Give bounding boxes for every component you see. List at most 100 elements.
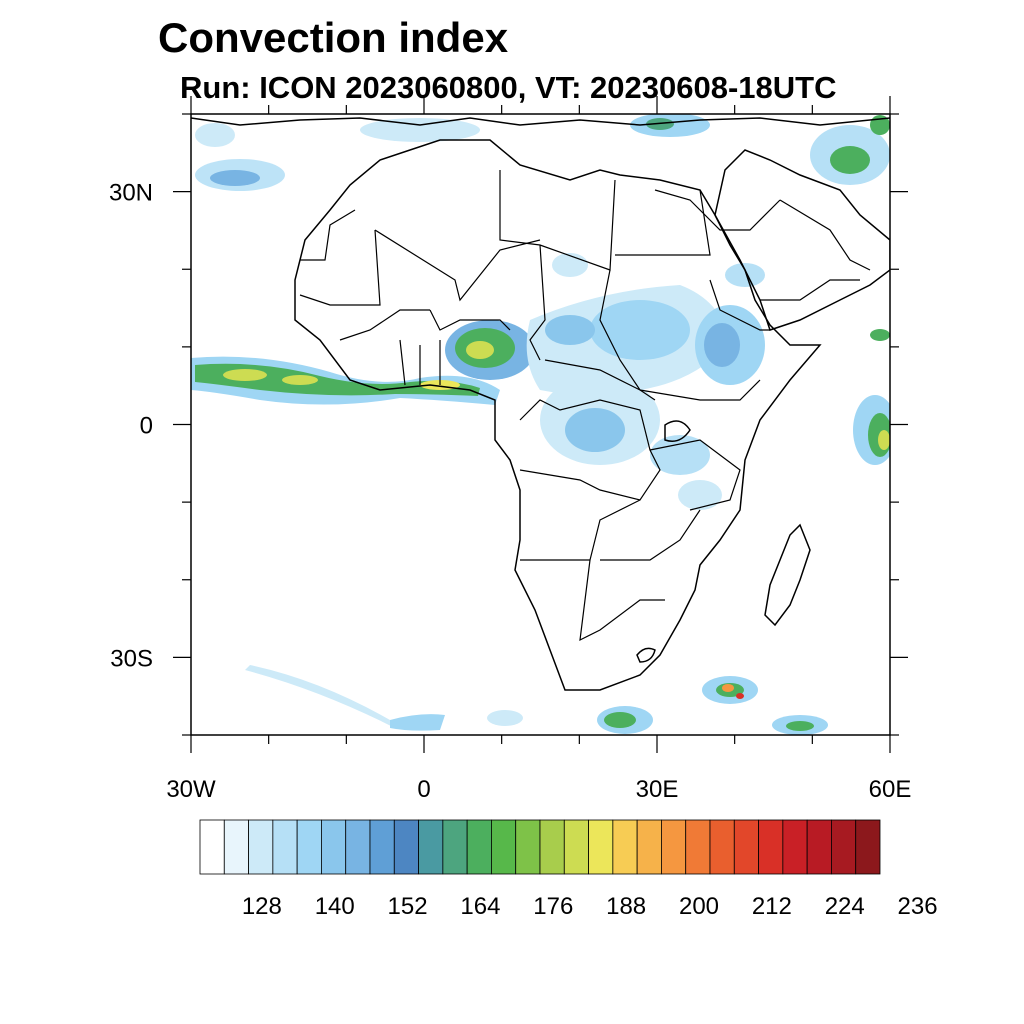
coastlines: [191, 117, 890, 691]
arabia-coastline: [714, 149, 890, 331]
convection-patch: [704, 323, 740, 367]
lesotho-border: [636, 647, 656, 663]
border-line: [529, 244, 546, 361]
lon-tick-label: 0: [417, 776, 430, 803]
border-line: [499, 170, 616, 271]
colorbar-swatch: [612, 819, 638, 875]
colorbar-swatch: [539, 819, 565, 875]
convection-patch: [736, 693, 744, 699]
axis-ticks: [173, 96, 908, 753]
colorbar-label: 188: [606, 893, 646, 920]
colorbar-swatch: [782, 819, 808, 875]
colorbar-label: 200: [679, 893, 719, 920]
convection-patch: [590, 300, 690, 360]
convection-patch: [487, 710, 523, 726]
colorbar-swatch: [685, 819, 711, 875]
convection-patch: [786, 721, 814, 731]
colorbar-swatch: [369, 819, 395, 875]
colorbar-swatch: [588, 819, 614, 875]
convection-patch: [604, 712, 636, 728]
colorbar-swatch: [515, 819, 541, 875]
colorbar-swatch: [345, 819, 371, 875]
border-line: [429, 309, 511, 331]
lat-tick-label: 0: [140, 413, 153, 440]
colorbar-swatch: [199, 819, 225, 875]
convection-patch: [223, 369, 267, 381]
lat-tick-label: 30N: [109, 180, 153, 207]
border-line: [374, 229, 541, 302]
border-line: [399, 339, 441, 386]
colorbar-label: 236: [898, 893, 938, 920]
convection-patch: [390, 714, 445, 731]
colorbar: [199, 819, 881, 875]
colorbar-swatch: [442, 819, 468, 875]
convection-patch: [678, 480, 722, 510]
lon-tick-label: 60E: [869, 776, 912, 803]
colorbar-label: 152: [388, 893, 428, 920]
convection-patch: [870, 329, 890, 341]
colorbar-swatch: [248, 819, 274, 875]
colorbar-label: 140: [315, 893, 355, 920]
border-line: [779, 199, 871, 271]
convection-patch: [650, 435, 710, 475]
border-line: [300, 209, 356, 261]
colorbar-label: 224: [825, 893, 865, 920]
europe-coastline: [191, 117, 890, 126]
colorbar-swatch: [563, 819, 589, 875]
lon-tick-label: 30E: [636, 776, 679, 803]
convection-patch: [282, 375, 318, 385]
convection-patch: [545, 315, 595, 345]
colorbar-swatch: [855, 819, 881, 875]
chart-title: Convection index: [158, 14, 509, 61]
colorbar-labels: 128 140 152 164 176 188 200 212 224 236: [242, 893, 938, 920]
lon-tick-label: 30W: [166, 776, 216, 803]
colorbar-swatch: [296, 819, 322, 875]
lake-victoria: [664, 420, 691, 442]
chart-subtitle: Run: ICON 2023060800, VT: 20230608-18UTC: [180, 70, 837, 105]
border-line: [654, 189, 781, 231]
axis-tick-labels: 30N 0 30S 30W 0 30E 60E: [109, 180, 911, 803]
border-line: [639, 379, 761, 401]
border-line: [615, 189, 711, 256]
colorbar-swatch: [661, 819, 687, 875]
border-line: [299, 229, 381, 306]
border-line: [544, 359, 641, 391]
colorbar-swatch: [466, 819, 492, 875]
colorbar-label: 212: [752, 893, 792, 920]
convection-patch: [195, 123, 235, 147]
convection-patch: [245, 665, 395, 728]
convection-patch: [878, 430, 890, 450]
colorbar-swatch: [831, 819, 857, 875]
border-line: [709, 279, 770, 331]
border-line: [600, 509, 701, 561]
convection-patch: [565, 408, 625, 452]
colorbar-label: 128: [242, 893, 282, 920]
colorbar-swatch: [272, 819, 298, 875]
colorbar-swatch: [223, 819, 249, 875]
colorbar-swatch: [733, 819, 759, 875]
convection-patch: [195, 363, 480, 396]
africa-coastline: [294, 139, 822, 691]
colorbar-swatch: [321, 819, 347, 875]
convection-patch: [830, 146, 870, 174]
colorbar-swatch: [709, 819, 735, 875]
colorbar-swatch: [636, 819, 662, 875]
colorbar-swatch: [418, 819, 444, 875]
colorbar-swatch: [758, 819, 784, 875]
colorbar-swatch: [806, 819, 832, 875]
colorbar-swatch: [393, 819, 419, 875]
convection-patch: [360, 118, 480, 142]
border-line: [599, 269, 656, 401]
colorbar-label: 176: [533, 893, 573, 920]
lat-tick-label: 30S: [110, 645, 153, 672]
country-borders: [299, 170, 871, 642]
border-line: [649, 439, 741, 511]
convection-patch: [722, 684, 734, 692]
border-line: [520, 499, 641, 561]
border-line: [339, 309, 430, 341]
colorbar-swatch: [491, 819, 517, 875]
convection-patch: [210, 170, 260, 186]
convection-field: [191, 114, 890, 735]
convection-patch: [725, 263, 765, 287]
